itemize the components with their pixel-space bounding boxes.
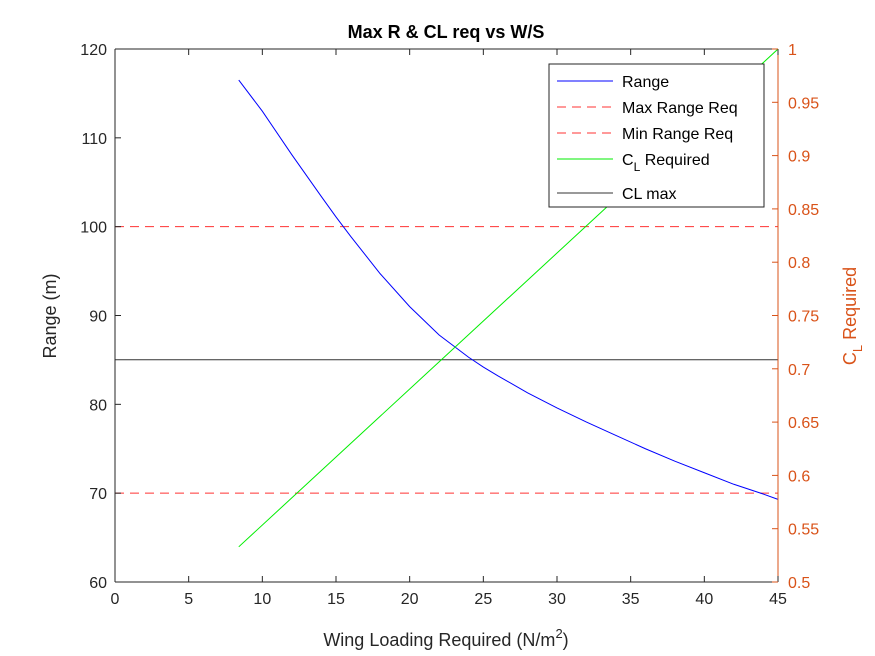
y-left-tick-label: 70	[89, 486, 107, 503]
x-axis-label: Wing Loading Required (N/m2)	[323, 626, 568, 650]
chart-title: Max R & CL req vs W/S	[348, 22, 545, 42]
legend-cl-end: Required	[640, 152, 709, 169]
legend-label-range: Range	[622, 74, 669, 91]
x-tick-label: 15	[327, 591, 345, 608]
y-right-tick-label: 0.75	[788, 309, 819, 326]
y-right-tick-label: 0.8	[788, 255, 810, 272]
legend-label-min-range-req: Min Range Req	[622, 126, 733, 143]
y-left-tick-label: 60	[89, 575, 107, 592]
y-right-tick-label: 0.7	[788, 362, 810, 379]
y-left-tick-label: 80	[89, 397, 107, 414]
x-tick-label: 10	[253, 591, 271, 608]
x-label-sup: 2	[555, 626, 562, 641]
legend: Range Max Range Req Min Range Req CL Req…	[548, 63, 765, 208]
y-right-label-sub: L	[850, 345, 865, 352]
legend-label-cl-required: CL Required	[622, 152, 710, 174]
legend-cl-sub: L	[634, 160, 641, 174]
y-right-label-main: C	[840, 352, 860, 365]
y-left-tick-label: 110	[81, 131, 107, 148]
ticks-layer: 0 5 10 15 20 25 30 35 40 45 60 70 80 90 100 110 120 0.5 0.…	[80, 42, 819, 608]
y-right-tick-label: 0.5	[788, 575, 810, 592]
x-tick-label: 30	[548, 591, 566, 608]
y-right-tick-label: 0.95	[788, 95, 819, 112]
y-right-label-end: Required	[840, 267, 860, 345]
legend-cl-main: C	[622, 152, 634, 169]
x-label-main: Wing Loading Required (N/m	[323, 630, 555, 650]
x-tick-label: 25	[474, 591, 492, 608]
y-right-tick-label: 0.9	[788, 149, 810, 166]
legend-label-max-range-req: Max Range Req	[622, 100, 738, 117]
y-right-tick-label: 0.6	[788, 468, 810, 485]
legend-label-cl-max: CL max	[622, 186, 677, 203]
y-left-tick-label: 100	[80, 220, 107, 237]
x-tick-label: 5	[184, 591, 193, 608]
range-line	[238, 79, 779, 500]
y-right-tick-label: 1	[788, 42, 797, 59]
legend-box	[548, 63, 765, 208]
y-left-tick-label: 120	[80, 42, 107, 59]
x-tick-label: 45	[769, 591, 787, 608]
x-tick-label: 0	[111, 591, 120, 608]
x-tick-label: 40	[695, 591, 713, 608]
y-right-axis-label: CL Required	[840, 267, 865, 365]
x-tick-label: 35	[622, 591, 640, 608]
series-layer	[115, 48, 779, 548]
x-tick-label: 20	[401, 591, 419, 608]
y-left-axis-label: Range (m)	[40, 273, 60, 358]
y-right-tick-label: 0.65	[788, 415, 819, 432]
y-right-tick-label: 0.55	[788, 522, 819, 539]
x-label-end: )	[563, 630, 569, 650]
y-right-tick-label: 0.85	[788, 202, 819, 219]
y-left-tick-label: 90	[89, 309, 107, 326]
